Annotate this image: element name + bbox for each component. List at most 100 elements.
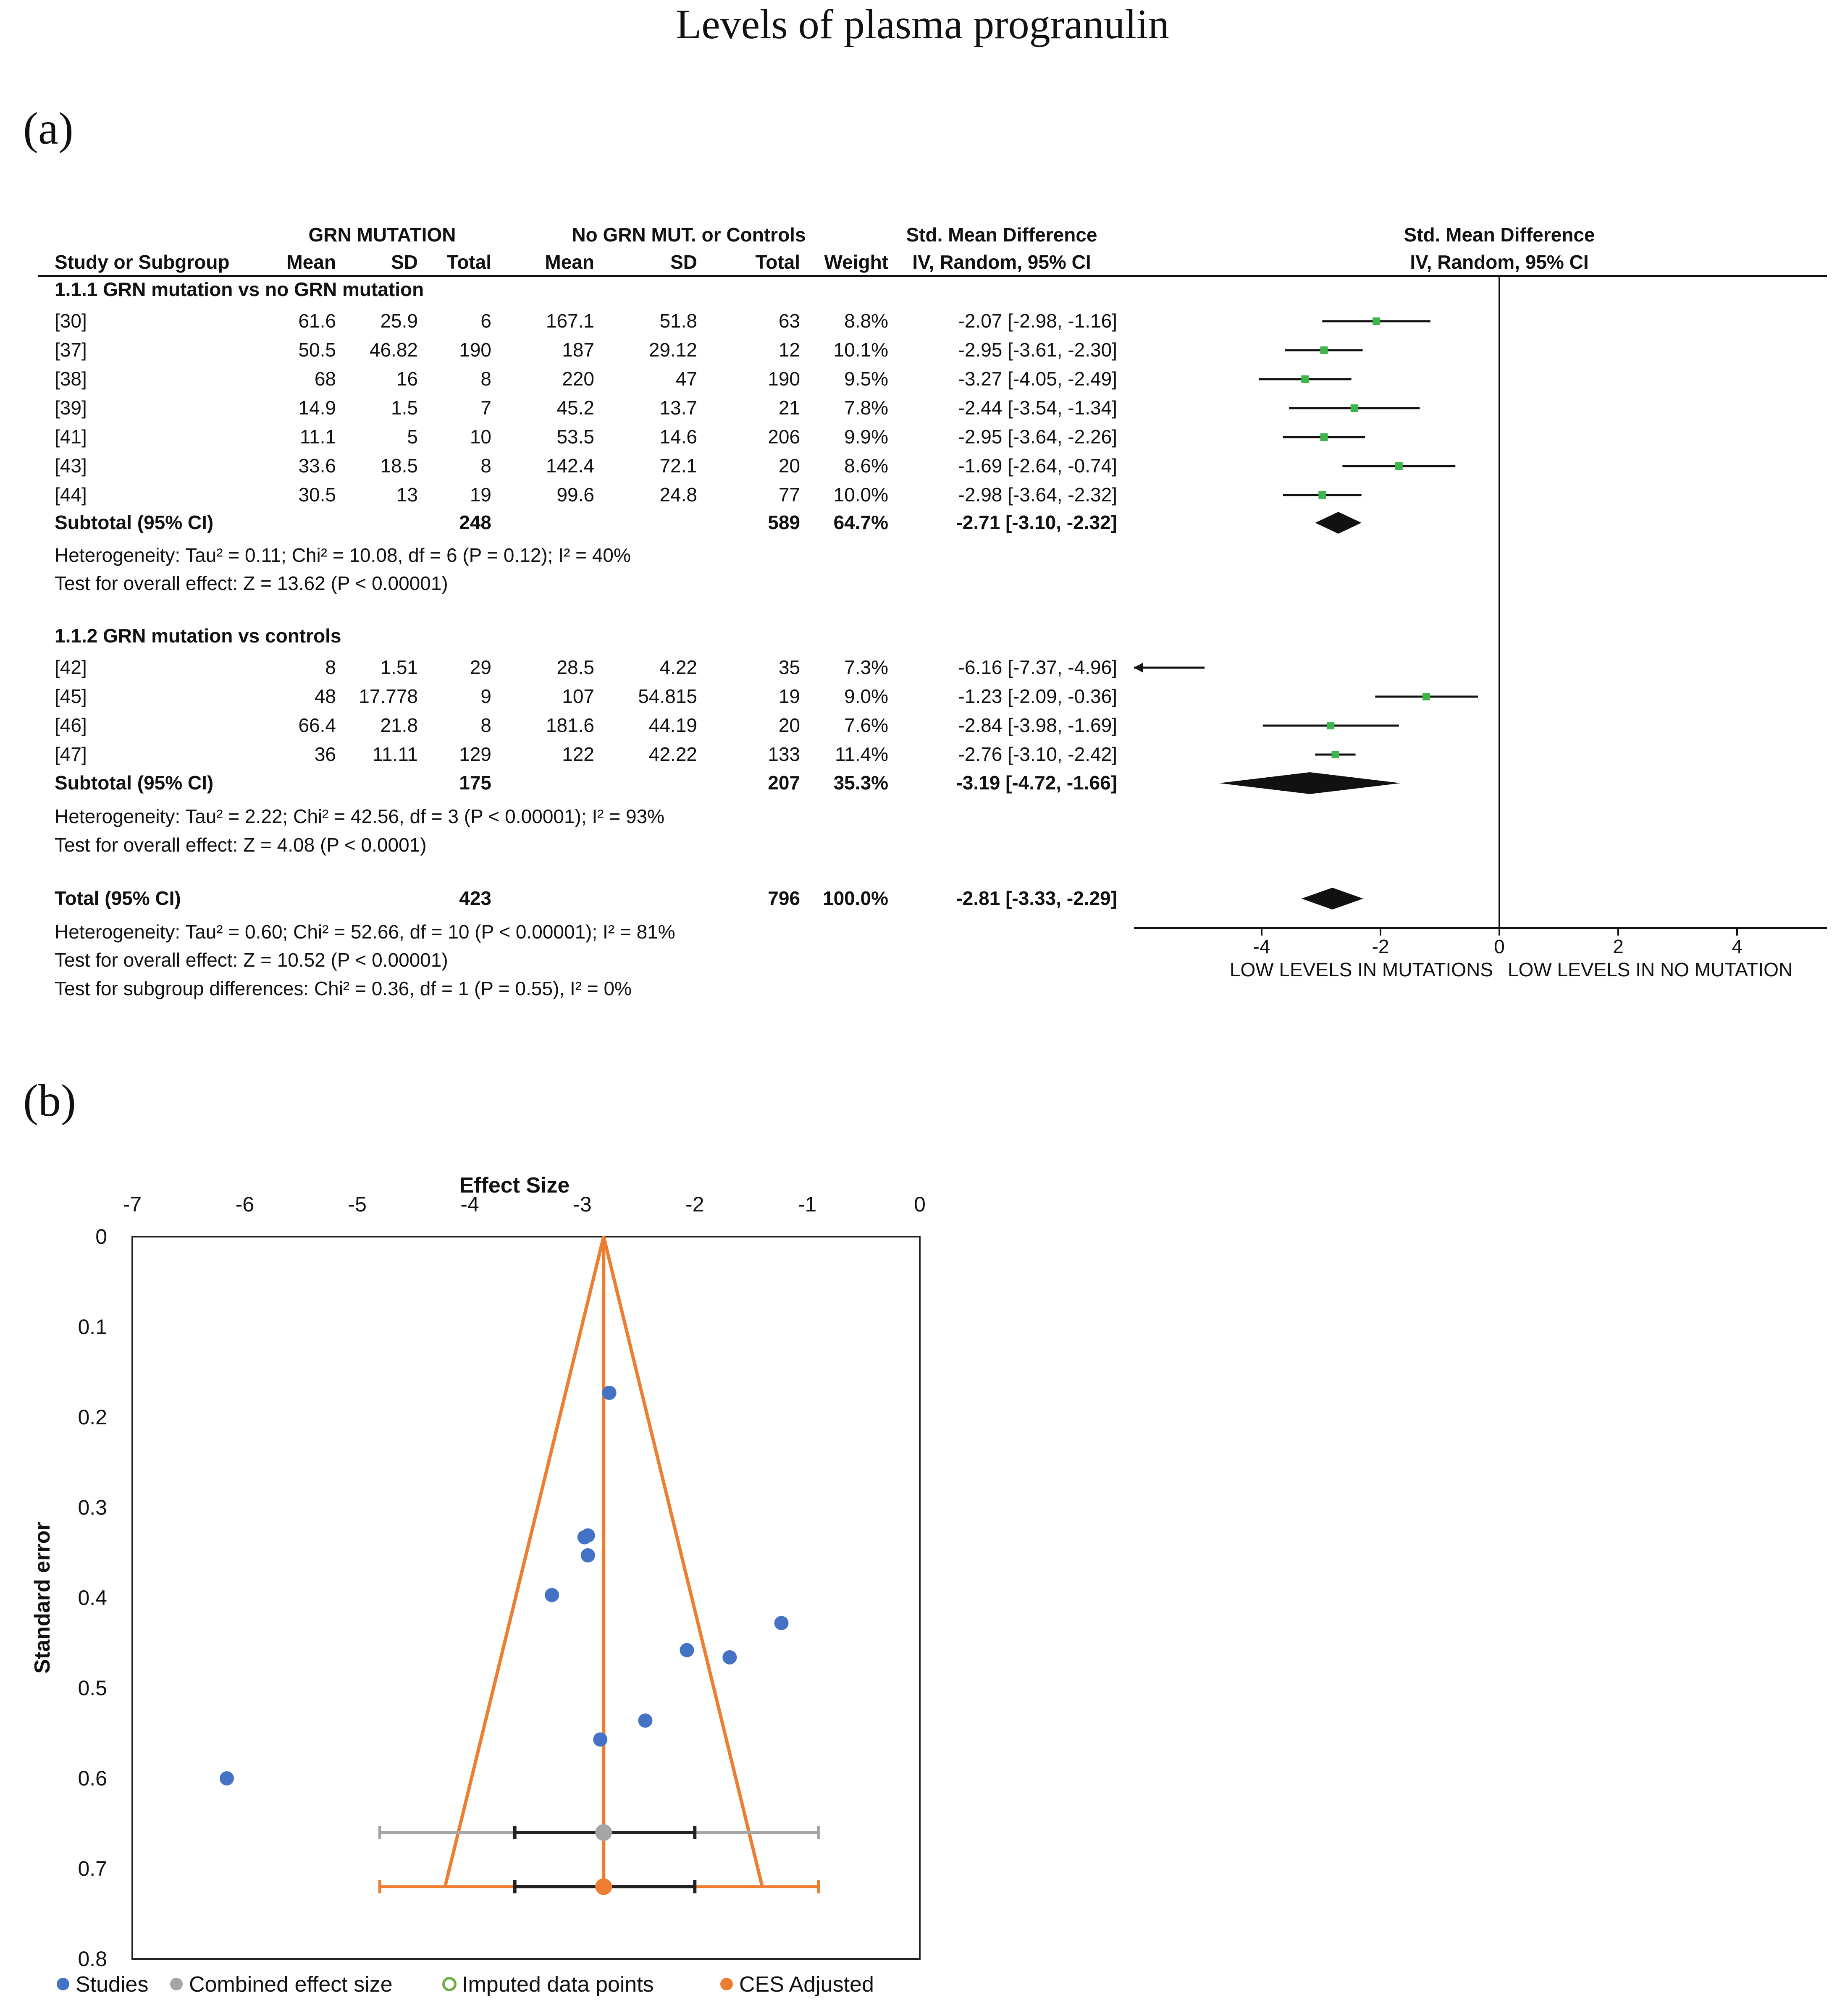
row-weight: 10.1% — [834, 339, 888, 361]
subtotal-weight: 64.7% — [834, 511, 888, 533]
row-total1: 190 — [459, 339, 491, 361]
row-mean2: 53.5 — [556, 426, 594, 448]
x-tick-label: -5 — [348, 1193, 366, 1216]
row-point — [1320, 346, 1328, 354]
row-weight: 9.0% — [844, 685, 888, 707]
combined-effect-point — [595, 1824, 612, 1841]
study-point — [545, 1588, 559, 1602]
x-tick-label: -4 — [1253, 936, 1270, 957]
row-study: [38] — [55, 368, 87, 390]
row-weight: 8.6% — [844, 455, 888, 477]
x-tick-label: 4 — [1732, 936, 1743, 957]
legend-marker — [170, 1978, 183, 1990]
x-tick-label: 2 — [1613, 936, 1624, 957]
overall-effect-text: Test for overall effect: Z = 13.62 (P < … — [55, 572, 448, 594]
row-ci: -1.23 [-2.09, -0.36] — [958, 685, 1117, 707]
row-total2: 77 — [779, 484, 800, 506]
row-total1: 8 — [480, 714, 491, 736]
total-ci: -2.81 [-3.33, -2.29] — [956, 887, 1117, 909]
header-smd-plot: Std. Mean Difference — [1404, 224, 1595, 246]
row-point — [1350, 404, 1358, 412]
row-study: [39] — [55, 397, 87, 419]
total-total1: 423 — [459, 887, 491, 909]
legend-label: CES Adjusted — [739, 1972, 874, 1997]
total-diamond — [1301, 888, 1363, 910]
row-sd2: 13.7 — [659, 397, 697, 419]
row-total2: 19 — [779, 685, 800, 707]
study-point — [580, 1548, 595, 1562]
plot-frame — [131, 1236, 921, 1960]
row-point — [1331, 751, 1339, 758]
row-ci: -2.76 [-3.10, -2.42] — [958, 743, 1117, 765]
row-mean1: 68 — [315, 368, 336, 390]
header-study: Study or Subgroup — [55, 251, 230, 273]
row-ci: -2.95 [-3.61, -2.30] — [958, 339, 1117, 361]
row-sd1: 21.8 — [380, 714, 418, 736]
row-total1: 19 — [470, 484, 491, 506]
x-tick-label: -7 — [123, 1193, 142, 1216]
row-total2: 63 — [779, 310, 800, 332]
overall-effect-text: Test for overall effect: Z = 4.08 (P < 0… — [55, 834, 427, 856]
row-total1: 9 — [480, 685, 491, 707]
row-mean1: 48 — [315, 685, 336, 707]
subgroup-label: 1.1.1 GRN mutation vs no GRN mutation — [55, 278, 424, 300]
legend-label: Combined effect size — [189, 1972, 393, 1997]
row-mean2: 45.2 — [556, 397, 594, 419]
row-point — [1327, 722, 1335, 729]
row-weight: 8.8% — [844, 310, 888, 332]
header-total2: Total — [756, 251, 800, 273]
row-total1: 129 — [459, 743, 491, 765]
row-total2: 133 — [768, 743, 800, 765]
row-weight: 7.8% — [844, 397, 888, 419]
row-study: [37] — [55, 339, 87, 361]
legend-label: Studies — [76, 1972, 148, 1997]
row-sd2: 47 — [676, 368, 697, 390]
row-point — [1301, 375, 1309, 383]
subtotal-diamond — [1315, 512, 1362, 534]
row-study: [30] — [55, 310, 87, 332]
header-mean2: Mean — [545, 251, 594, 273]
study-point — [220, 1771, 234, 1785]
row-ci: -2.84 [-3.98, -1.69] — [958, 714, 1117, 736]
x-tick-label: -3 — [573, 1193, 591, 1216]
header-method: IV, Random, 95% CI — [912, 251, 1091, 273]
row-mean2: 142.4 — [546, 455, 594, 477]
row-mean2: 107 — [562, 685, 594, 707]
row-mean2: 167.1 — [546, 310, 594, 332]
total-label: Total (95% CI) — [55, 887, 181, 909]
row-weight: 7.6% — [844, 714, 888, 736]
row-weight: 9.9% — [844, 426, 888, 448]
row-ci-arrow — [1134, 663, 1143, 673]
row-sd2: 24.8 — [659, 484, 697, 506]
row-total2: 190 — [768, 368, 800, 390]
legend-marker — [57, 1978, 69, 1990]
y-tick-label: 0.6 — [78, 1767, 107, 1790]
row-study: [41] — [55, 426, 87, 448]
total-weight: 100.0% — [823, 887, 888, 909]
row-mean1: 50.5 — [298, 339, 336, 361]
subtotal-total2: 207 — [768, 772, 800, 794]
header-group2: No GRN MUT. or Controls — [572, 224, 806, 246]
subtotal-diamond — [1219, 772, 1401, 794]
header-group1: GRN MUTATION — [309, 224, 456, 246]
row-ci: -2.98 [-3.64, -2.32] — [958, 484, 1117, 506]
header-total1: Total — [447, 251, 491, 273]
study-point — [593, 1732, 608, 1747]
row-sd1: 18.5 — [380, 455, 418, 477]
row-total1: 29 — [470, 656, 491, 678]
y-tick-label: 0.2 — [78, 1405, 107, 1429]
row-mean2: 28.5 — [556, 656, 594, 678]
row-mean2: 181.6 — [546, 714, 594, 736]
y-tick-label: 0.5 — [78, 1676, 107, 1700]
row-sd1: 25.9 — [380, 310, 418, 332]
header-method-plot: IV, Random, 95% CI — [1410, 251, 1588, 273]
row-total2: 20 — [779, 714, 800, 736]
x-tick-label: 0 — [914, 1193, 926, 1216]
row-study: [46] — [55, 714, 87, 736]
subtotal-ci: -3.19 [-4.72, -1.66] — [956, 772, 1117, 794]
row-study: [44] — [55, 484, 87, 506]
figure-title: Levels of plasma progranulin — [676, 1, 1169, 47]
subtotal-total1: 248 — [459, 511, 491, 533]
